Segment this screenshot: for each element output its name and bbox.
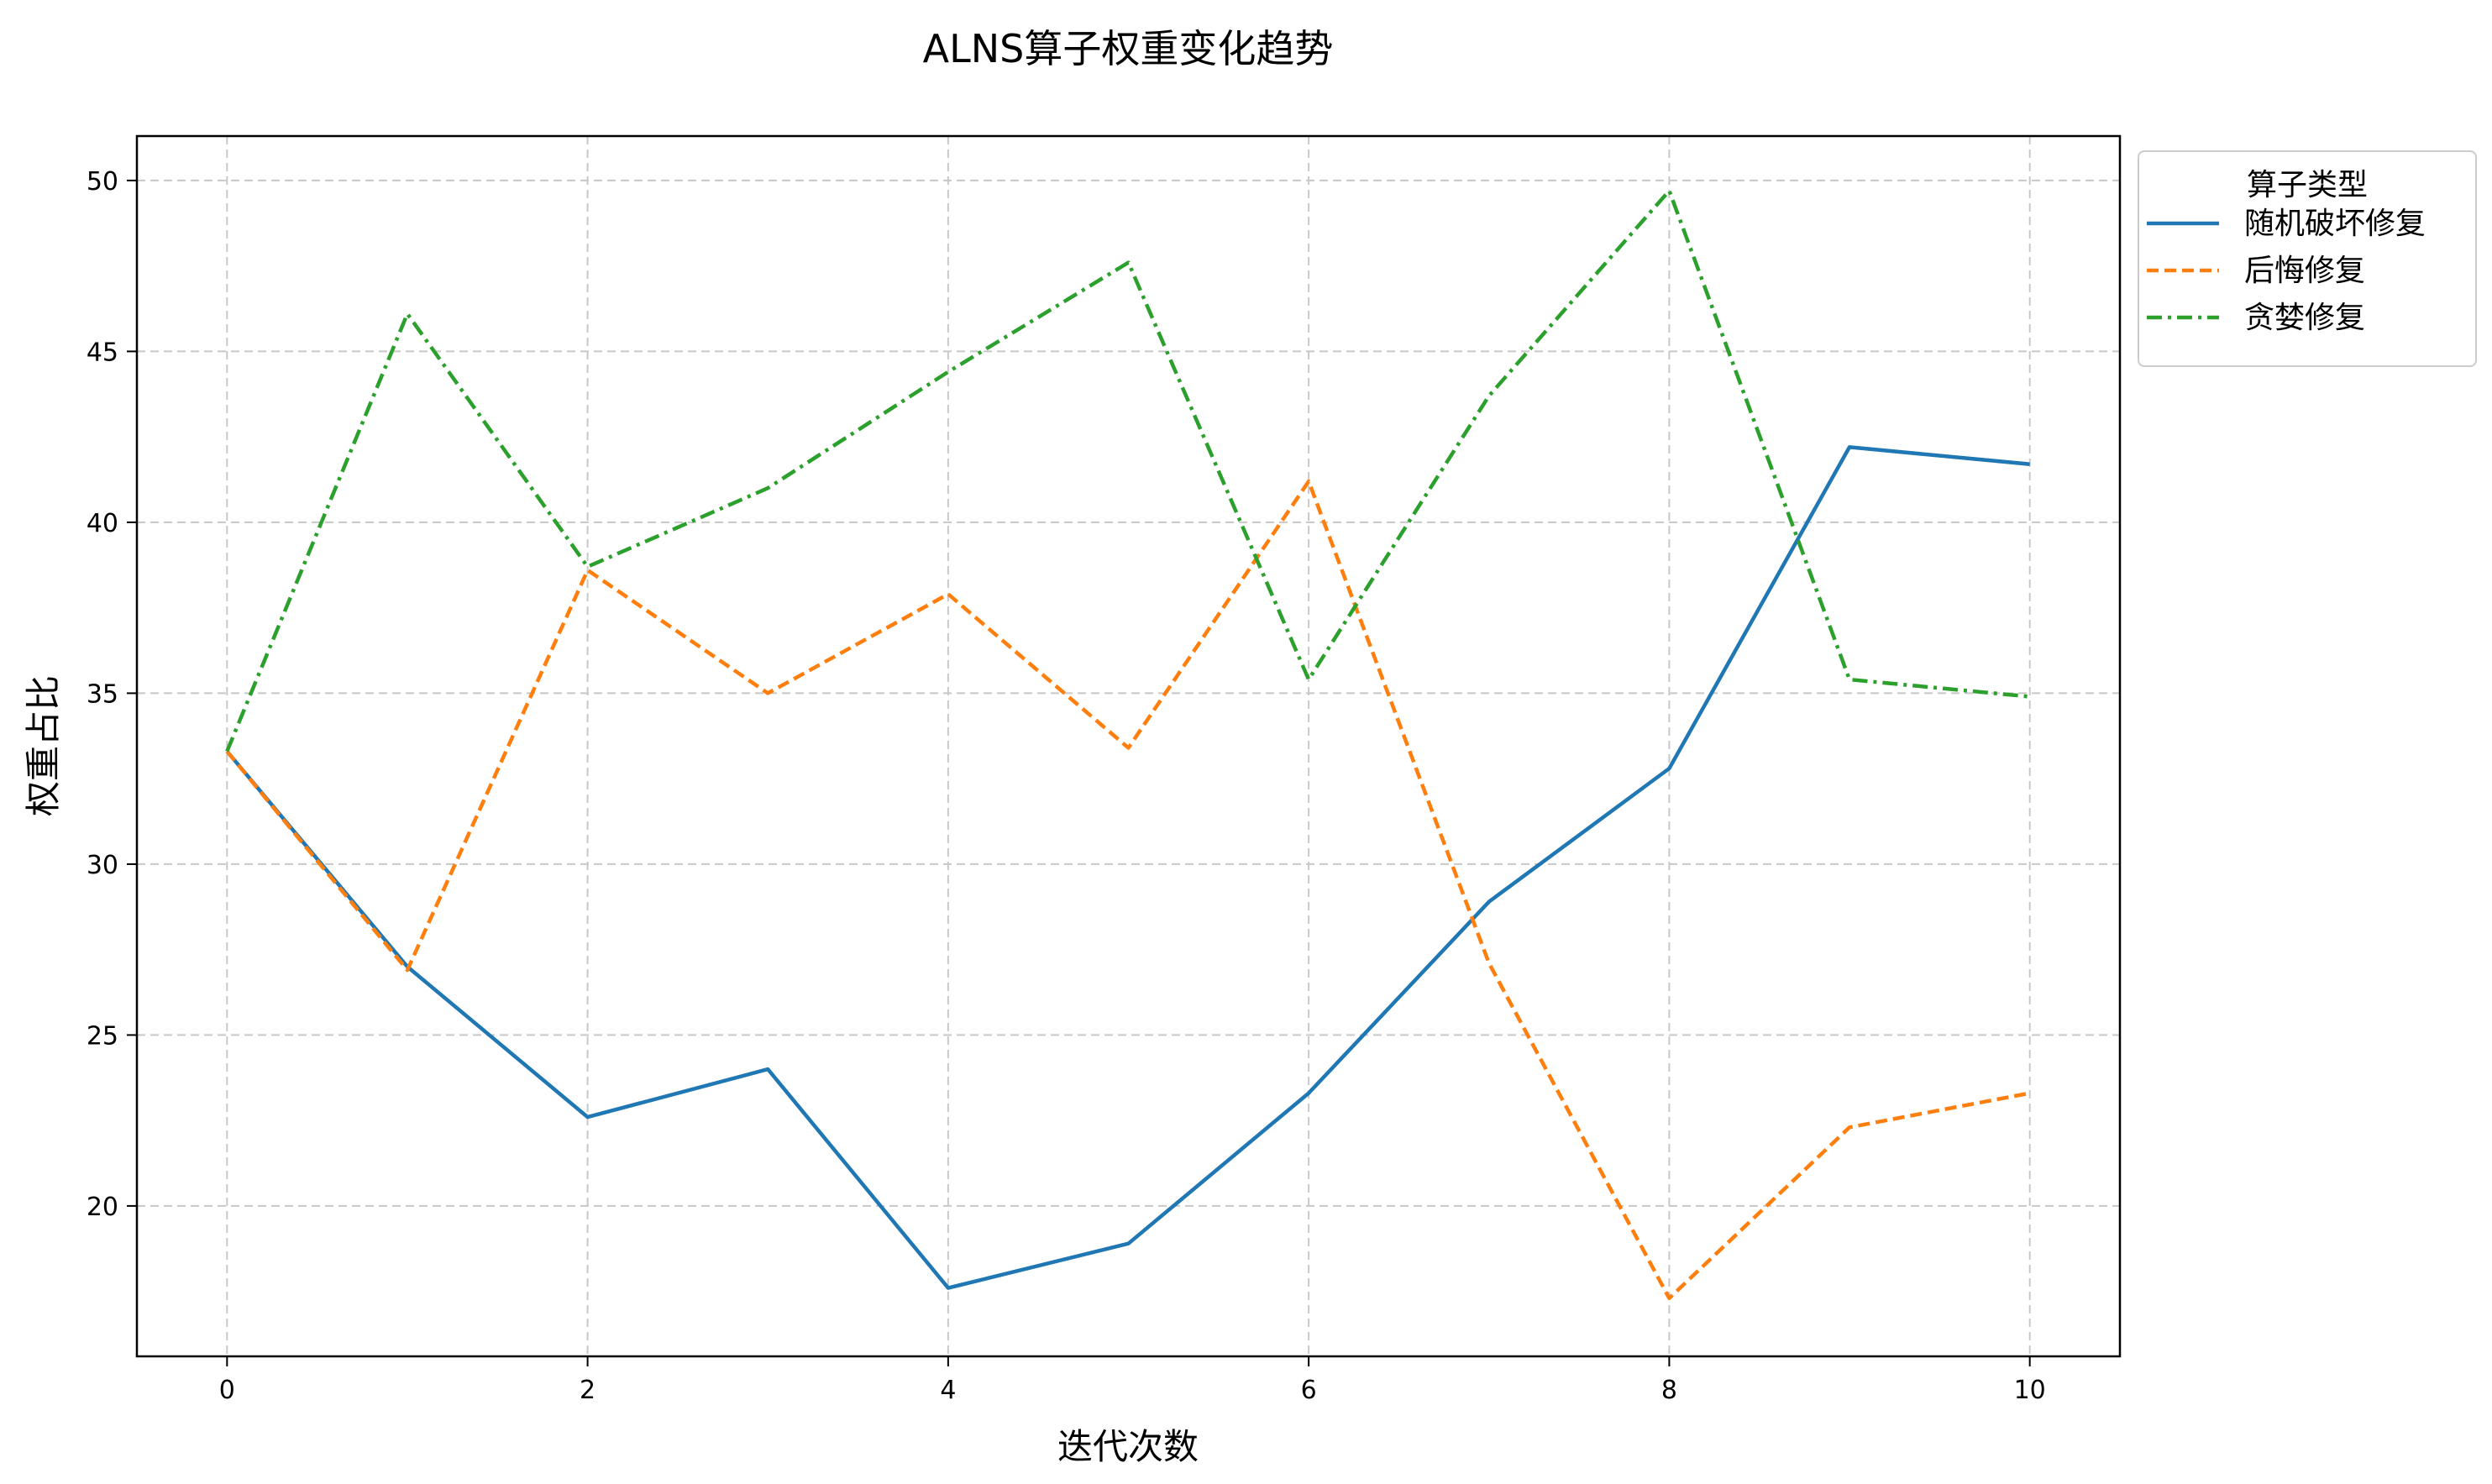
y-tick-label: 45 [87, 338, 118, 367]
plot-frame [135, 134, 2122, 1358]
x-tick-label: 4 [940, 1376, 956, 1405]
grid-lines [137, 136, 2120, 1356]
chart-title: ALNS算子权重变化趋势 [923, 26, 1334, 71]
y-tick-label: 25 [87, 1021, 118, 1051]
y-tick-label: 40 [87, 509, 118, 538]
legend-label-2: 贪婪修复 [2244, 301, 2365, 335]
y-tick-label: 20 [87, 1193, 118, 1222]
series-lines [225, 188, 2031, 1301]
legend-title: 算子类型 [2247, 168, 2368, 202]
series-line-2 [225, 188, 2030, 752]
legend-label-0: 随机破坏修复 [2244, 207, 2426, 241]
legend-label-1: 后悔修复 [2244, 254, 2365, 288]
y-axis: 20 25 30 35 40 45 50 [87, 167, 137, 1222]
x-tick-label: 8 [1661, 1376, 1677, 1405]
y-axis-title: 权重占比 [23, 675, 64, 816]
y-tick-label: 35 [87, 679, 118, 709]
y-tick-label: 30 [87, 851, 118, 880]
x-tick-label: 2 [580, 1376, 595, 1405]
x-tick-label: 0 [219, 1376, 235, 1405]
series-line-1 [225, 479, 2031, 1301]
series-line-0 [225, 445, 2030, 1290]
y-tick-label: 50 [87, 167, 118, 197]
x-axis: 0 2 4 6 8 10 [219, 1356, 2046, 1405]
x-tick-label: 10 [2014, 1376, 2046, 1405]
x-tick-label: 6 [1301, 1376, 1317, 1405]
legend-box [2138, 150, 2477, 367]
x-axis-title: 迭代次数 [1057, 1426, 1199, 1467]
